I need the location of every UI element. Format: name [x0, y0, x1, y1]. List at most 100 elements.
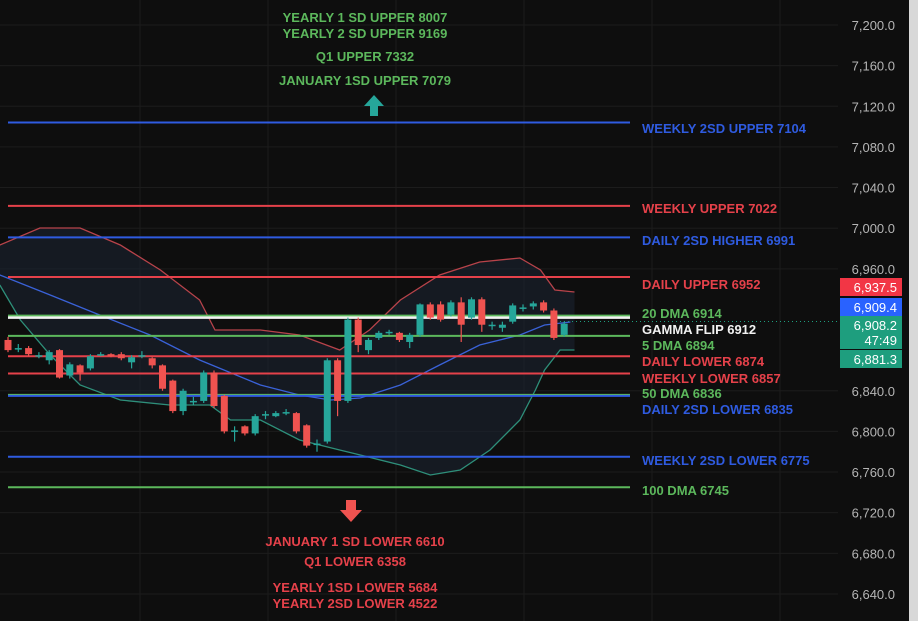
y-tick-label: 6,680.0: [852, 546, 895, 561]
upper-annotation: JANUARY 1SD UPPER 7079: [279, 73, 451, 88]
lower-annotation: JANUARY 1 SD LOWER 6610: [265, 534, 444, 549]
candle-body: [385, 331, 393, 334]
price-badge-value: 6,881.3: [854, 352, 897, 367]
candle-body: [354, 319, 362, 346]
candle-body: [375, 332, 383, 338]
price-badge-bg: [840, 298, 902, 316]
candle-body: [365, 339, 372, 351]
y-tick-label: 6,640.0: [852, 587, 895, 602]
candle-body: [447, 302, 455, 315]
candle-body: [262, 414, 269, 416]
candle-body: [4, 339, 12, 351]
candle-body: [148, 358, 156, 366]
y-tick-label: 7,120.0: [852, 99, 895, 114]
candle-body: [179, 390, 187, 412]
candle-body: [550, 310, 558, 338]
lower-annotation: Q1 LOWER 6358: [304, 554, 406, 569]
level-label: WEEKLY 2SD LOWER 6775: [642, 453, 810, 468]
candle-body: [189, 400, 197, 403]
candle-body: [313, 443, 321, 446]
level-label: DAILY UPPER 6952: [642, 277, 761, 292]
y-tick-label: 7,040.0: [852, 181, 895, 196]
y-tick-label: 7,160.0: [852, 59, 895, 74]
candle-body: [138, 355, 146, 357]
candle-body: [519, 307, 527, 309]
candle-body: [560, 323, 568, 335]
candle-body: [344, 319, 352, 401]
price-badge-value: 6,909.4: [854, 300, 897, 315]
price-badge-countdown: 47:49: [864, 333, 897, 348]
y-tick-label: 6,840.0: [852, 384, 895, 399]
candle-body: [86, 356, 94, 369]
candle-body: [107, 354, 115, 357]
candle-body: [457, 302, 465, 325]
candle-body: [220, 395, 228, 432]
level-label: 5 DMA 6894: [642, 338, 715, 353]
upper-annotation: YEARLY 1 SD UPPER 8007: [283, 10, 448, 25]
candle-body: [282, 412, 290, 414]
arrow-up-icon: [364, 95, 384, 116]
bollinger-fill: [0, 228, 575, 475]
level-label: DAILY 2SD HIGHER 6991: [642, 233, 795, 248]
candle-body: [14, 348, 22, 350]
window-edge: [909, 0, 918, 621]
candle-body: [292, 413, 300, 432]
candle-body: [169, 380, 177, 412]
price-badge: 6,908.247:49: [840, 316, 902, 349]
candle-body: [251, 416, 259, 434]
y-tick-label: 7,080.0: [852, 140, 895, 155]
candle-body: [416, 304, 424, 335]
y-tick-label: 7,200.0: [852, 18, 895, 33]
candle-body: [509, 305, 517, 322]
candle-body: [323, 360, 331, 442]
level-label: 20 DMA 6914: [642, 306, 722, 321]
candle-body: [128, 357, 136, 363]
price-badge: 6,937.5: [840, 278, 902, 296]
arrow-down-icon: [340, 500, 362, 522]
lower-annotation: YEARLY 2SD LOWER 4522: [273, 596, 438, 611]
price-badge-value: 6,908.2: [854, 318, 897, 333]
level-label: GAMMA FLIP 6912: [642, 322, 756, 337]
price-badge: 6,909.4: [840, 298, 902, 316]
y-tick-label: 6,960.0: [852, 262, 895, 277]
candle-body: [97, 354, 105, 356]
candle-body: [66, 364, 74, 376]
level-label: WEEKLY 2SD UPPER 7104: [642, 121, 807, 136]
candle-body: [529, 303, 537, 307]
candle-body: [468, 299, 475, 318]
candle-body: [231, 430, 239, 432]
price-badge-bg: [840, 350, 902, 368]
candle-body: [272, 413, 280, 417]
price-badge-bg: [840, 278, 902, 296]
candle-body: [478, 299, 486, 325]
candle-body: [210, 372, 218, 406]
price-badge-value: 6,937.5: [854, 280, 897, 295]
candle-body: [488, 324, 496, 327]
price-badge-bg: [840, 316, 902, 349]
level-label: WEEKLY LOWER 6857: [642, 371, 781, 386]
candle-body: [241, 426, 249, 434]
candle-body: [159, 365, 166, 389]
y-tick-label: 6,760.0: [852, 465, 895, 480]
candle-body: [334, 360, 342, 401]
level-label: DAILY LOWER 6874: [642, 354, 765, 369]
candle-body: [45, 352, 53, 361]
candle-body: [540, 302, 548, 311]
candle-body: [117, 354, 125, 359]
candle-body: [406, 334, 414, 342]
upper-annotation: Q1 UPPER 7332: [316, 49, 414, 64]
y-tick-label: 6,800.0: [852, 424, 895, 439]
candle-body: [426, 304, 434, 318]
candle-body: [25, 348, 33, 355]
candle-body: [76, 365, 84, 373]
level-label: 100 DMA 6745: [642, 483, 729, 498]
lower-annotation: YEARLY 1SD LOWER 5684: [273, 580, 438, 595]
candle-body: [498, 324, 506, 328]
candle-body: [56, 350, 63, 378]
upper-annotation: YEARLY 2 SD UPPER 9169: [283, 26, 448, 41]
candle-body: [35, 355, 43, 357]
candle-body: [395, 332, 403, 340]
bollinger-lower-line: [0, 284, 575, 476]
level-label: WEEKLY UPPER 7022: [642, 201, 777, 216]
